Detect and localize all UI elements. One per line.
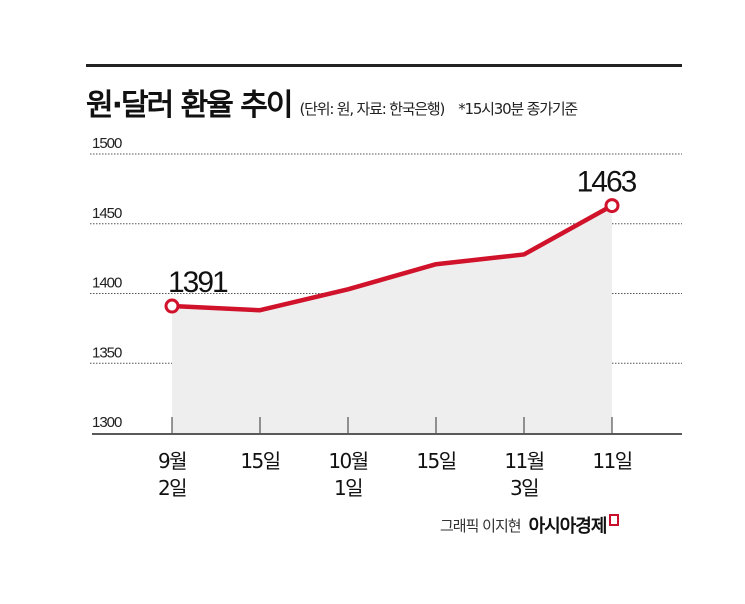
data-point-marker xyxy=(164,298,180,314)
y-tick-label: 1450 xyxy=(92,205,122,222)
x-axis: 9월 2일 15일 10월 1일 15일 11월 3일 11일 xyxy=(92,417,682,500)
value-label: 1391 xyxy=(168,266,228,299)
area-fill xyxy=(172,205,612,433)
chart-title: 원·달러 환율 추이 xyxy=(86,88,293,123)
y-tick-label: 1400 xyxy=(92,275,122,292)
brand-logo: 아시아경제 xyxy=(528,516,608,537)
x-tick-label: 11월 xyxy=(504,449,543,473)
x-tick-label: 2일 xyxy=(158,476,186,500)
y-tick-label: 1350 xyxy=(92,344,122,361)
x-tick-label: 3일 xyxy=(510,476,538,500)
area-shape xyxy=(172,205,612,433)
series-line xyxy=(171,203,614,313)
value-label: 1463 xyxy=(577,166,637,199)
brand-mark-icon xyxy=(609,514,620,526)
y-tick-label: 1500 xyxy=(92,135,122,152)
x-tick-label: 10월 xyxy=(328,449,367,473)
chart-subtitle: (단위: 원, 자료: 한국은행) xyxy=(299,100,446,118)
top-rule xyxy=(86,64,682,67)
labels: 1391 1463 xyxy=(168,166,639,299)
data-point-marker xyxy=(604,198,620,214)
y-tick-label: 1300 xyxy=(92,414,122,431)
x-tick-label: 1일 xyxy=(334,476,362,500)
chart-header: 원·달러 환율 추이 (단위: 원, 자료: 한국은행) *15시30분 종가기… xyxy=(86,80,696,124)
data-line xyxy=(164,198,620,314)
x-tick-label: 9월 xyxy=(158,449,186,473)
x-tick-label: 15일 xyxy=(416,449,455,473)
credit: 그래픽 이지현 아시아경제 xyxy=(440,512,620,538)
x-tick-label: 11일 xyxy=(592,449,631,473)
graphic-author: 그래픽 이지현 xyxy=(440,516,522,535)
x-tick-label: 15일 xyxy=(240,449,279,473)
chart-note: *15시30분 종가기준 xyxy=(458,100,578,118)
